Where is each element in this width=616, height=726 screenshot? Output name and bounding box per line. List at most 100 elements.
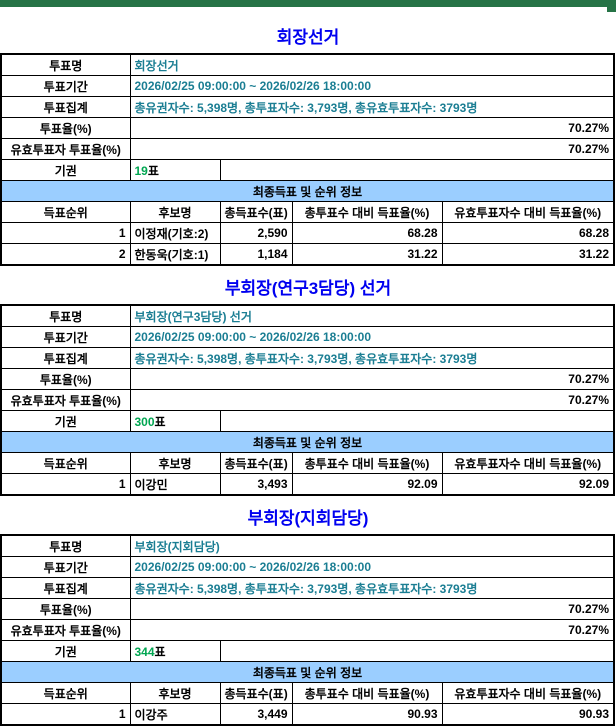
results-header-row: 득표순위 후보명 총득표수(표) 총투표수 대비 득표율(%) 유효투표자수 대비 득표… bbox=[0, 452, 615, 474]
row-value: 2026/02/25 09:00:00 ~ 2026/02/26 18:00:0… bbox=[129, 75, 615, 97]
row-value: 2026/02/25 09:00:00 ~ 2026/02/26 18:00:0… bbox=[129, 326, 615, 348]
row-label: 투표집계 bbox=[0, 347, 131, 369]
results-header-row: 득표순위 후보명 총득표수(표) 총투표수 대비 득표율(%) 유효투표자수 대비 득표… bbox=[0, 682, 615, 704]
row-label: 투표율(%) bbox=[0, 117, 131, 139]
candidate-name: 이강주 bbox=[129, 703, 221, 726]
election-table: 투표명 부회장(지회담당) 투표기간 2026/02/25 09:00:00 ~… bbox=[0, 534, 615, 726]
vote-tally-row: 투표집계 총유권자수: 5,398명, 총투표자수: 3,793명, 총유효투표… bbox=[0, 347, 615, 369]
row-label: 기권 bbox=[0, 159, 131, 181]
top-bar-notch bbox=[607, 7, 616, 12]
abstain-empty-cell bbox=[219, 640, 615, 662]
row-label: 투표집계 bbox=[0, 577, 131, 599]
row-value: 부회장(지회담당) bbox=[129, 534, 615, 557]
row-label: 투표명 bbox=[0, 53, 131, 76]
candidate-pct-total: 31.22 bbox=[291, 243, 443, 266]
candidate-votes: 1,184 bbox=[219, 243, 293, 266]
row-value: 70.27% bbox=[129, 117, 615, 139]
row-value: 2026/02/25 09:00:00 ~ 2026/02/26 18:00:0… bbox=[129, 556, 615, 578]
results-header-row: 득표순위 후보명 총득표수(표) 총투표수 대비 득표율(%) 유효투표자수 대비 득표… bbox=[0, 201, 615, 223]
abstain-unit: 표 bbox=[147, 163, 159, 178]
results-column-header: 총투표수 대비 득표율(%) bbox=[291, 452, 443, 474]
candidate-name: 한동욱(기호:1) bbox=[129, 243, 221, 266]
abstain-value: 19표 bbox=[129, 159, 221, 181]
results-column-header: 총득표수(표) bbox=[219, 452, 293, 474]
results-banner-row: 최종득표 및 순위 정보 bbox=[0, 661, 615, 683]
row-label: 기권 bbox=[0, 410, 131, 432]
results-column-header: 득표순위 bbox=[0, 201, 131, 223]
candidate-rank: 1 bbox=[0, 703, 131, 726]
row-label: 투표율(%) bbox=[0, 598, 131, 620]
candidate-votes: 3,449 bbox=[219, 703, 293, 726]
row-value: 70.27% bbox=[129, 598, 615, 620]
valid-turnout-row: 유효투표자 투표율(%) 70.27% bbox=[0, 389, 615, 411]
turnout-row: 투표율(%) 70.27% bbox=[0, 598, 615, 620]
results-column-header: 후보명 bbox=[129, 201, 221, 223]
row-label: 유효투표자 투표율(%) bbox=[0, 619, 131, 641]
results-column-header: 후보명 bbox=[129, 452, 221, 474]
abstain-value: 344표 bbox=[129, 640, 221, 662]
vote-name-row: 투표명 부회장(지회담당) bbox=[0, 534, 615, 557]
row-value: 70.27% bbox=[129, 389, 615, 411]
results-column-header: 유효투표자수 대비 득표율(%) bbox=[441, 452, 615, 474]
row-value: 부회장(연구3담당) 선거 bbox=[129, 304, 615, 327]
results-column-header: 후보명 bbox=[129, 682, 221, 704]
candidate-pct-valid: 90.93 bbox=[441, 703, 615, 726]
candidate-pct-valid: 68.28 bbox=[441, 222, 615, 244]
row-value: 회장선거 bbox=[129, 53, 615, 76]
candidate-pct-total: 92.09 bbox=[291, 473, 443, 496]
row-label: 유효투표자 투표율(%) bbox=[0, 138, 131, 160]
abstain-empty-cell bbox=[219, 410, 615, 432]
vote-period-row: 투표기간 2026/02/25 09:00:00 ~ 2026/02/26 18… bbox=[0, 75, 615, 97]
row-label: 투표기간 bbox=[0, 326, 131, 348]
row-value: 총유권자수: 5,398명, 총투표자수: 3,793명, 총유효투표자수: 3… bbox=[129, 347, 615, 369]
section-title: 부회장(연구3담당) 선거 bbox=[224, 279, 392, 298]
row-label: 기권 bbox=[0, 640, 131, 662]
vote-name-row: 투표명 부회장(연구3담당) 선거 bbox=[0, 304, 615, 327]
row-label: 유효투표자 투표율(%) bbox=[0, 389, 131, 411]
candidate-name: 이정재(기호:2) bbox=[129, 222, 221, 244]
row-value: 70.27% bbox=[129, 619, 615, 641]
turnout-row: 투표율(%) 70.27% bbox=[0, 117, 615, 139]
results-column-header: 유효투표자수 대비 득표율(%) bbox=[441, 682, 615, 704]
results-column-header: 득표순위 bbox=[0, 452, 131, 474]
candidate-name: 이강민 bbox=[129, 473, 221, 496]
vote-name-row: 투표명 회장선거 bbox=[0, 53, 615, 76]
turnout-row: 투표율(%) 70.27% bbox=[0, 368, 615, 390]
results-banner: 최종득표 및 순위 정보 bbox=[0, 180, 615, 202]
election-table: 투표명 부회장(연구3담당) 선거 투표기간 2026/02/25 09:00:… bbox=[0, 304, 615, 496]
valid-turnout-row: 유효투표자 투표율(%) 70.27% bbox=[0, 138, 615, 160]
abstain-empty-cell bbox=[219, 159, 615, 181]
row-label: 투표명 bbox=[0, 304, 131, 327]
top-bar bbox=[0, 0, 616, 7]
candidate-pct-total: 68.28 bbox=[291, 222, 443, 244]
candidate-rank: 1 bbox=[0, 473, 131, 496]
row-value: 총유권자수: 5,398명, 총투표자수: 3,793명, 총유효투표자수: 3… bbox=[129, 577, 615, 599]
vote-tally-row: 투표집계 총유권자수: 5,398명, 총투표자수: 3,793명, 총유효투표… bbox=[0, 577, 615, 599]
results-banner-row: 최종득표 및 순위 정보 bbox=[0, 180, 615, 202]
section-title: 회장선거 bbox=[276, 28, 340, 47]
row-value: 70.27% bbox=[129, 138, 615, 160]
results-column-header: 유효투표자수 대비 득표율(%) bbox=[441, 201, 615, 223]
vote-tally-row: 투표집계 총유권자수: 5,398명, 총투표자수: 3,793명, 총유효투표… bbox=[0, 96, 615, 118]
candidate-row: 2 한동욱(기호:1) 1,184 31.22 31.22 bbox=[0, 243, 615, 266]
candidate-pct-total: 90.93 bbox=[291, 703, 443, 726]
results-banner: 최종득표 및 순위 정보 bbox=[0, 661, 615, 683]
results-banner: 최종득표 및 순위 정보 bbox=[0, 431, 615, 453]
candidate-row: 1 이강민 3,493 92.09 92.09 bbox=[0, 473, 615, 496]
row-label: 투표기간 bbox=[0, 75, 131, 97]
candidate-rank: 1 bbox=[0, 222, 131, 244]
results-banner-row: 최종득표 및 순위 정보 bbox=[0, 431, 615, 453]
abstain-row: 기권 344표 bbox=[0, 640, 615, 662]
candidate-pct-valid: 92.09 bbox=[441, 473, 615, 496]
results-column-header: 총득표수(표) bbox=[219, 201, 293, 223]
candidate-rank: 2 bbox=[0, 243, 131, 266]
results-column-header: 총득표수(표) bbox=[219, 682, 293, 704]
results-column-header: 총투표수 대비 득표율(%) bbox=[291, 201, 443, 223]
abstain-row: 기권 300표 bbox=[0, 410, 615, 432]
abstain-unit: 표 bbox=[154, 414, 166, 429]
vote-period-row: 투표기간 2026/02/25 09:00:00 ~ 2026/02/26 18… bbox=[0, 556, 615, 578]
row-label: 투표기간 bbox=[0, 556, 131, 578]
abstain-value: 300표 bbox=[129, 410, 221, 432]
report: 회장선거 투표명 회장선거 투표기간 2026/02/25 09:00:00 ~… bbox=[0, 28, 616, 726]
valid-turnout-row: 유효투표자 투표율(%) 70.27% bbox=[0, 619, 615, 641]
